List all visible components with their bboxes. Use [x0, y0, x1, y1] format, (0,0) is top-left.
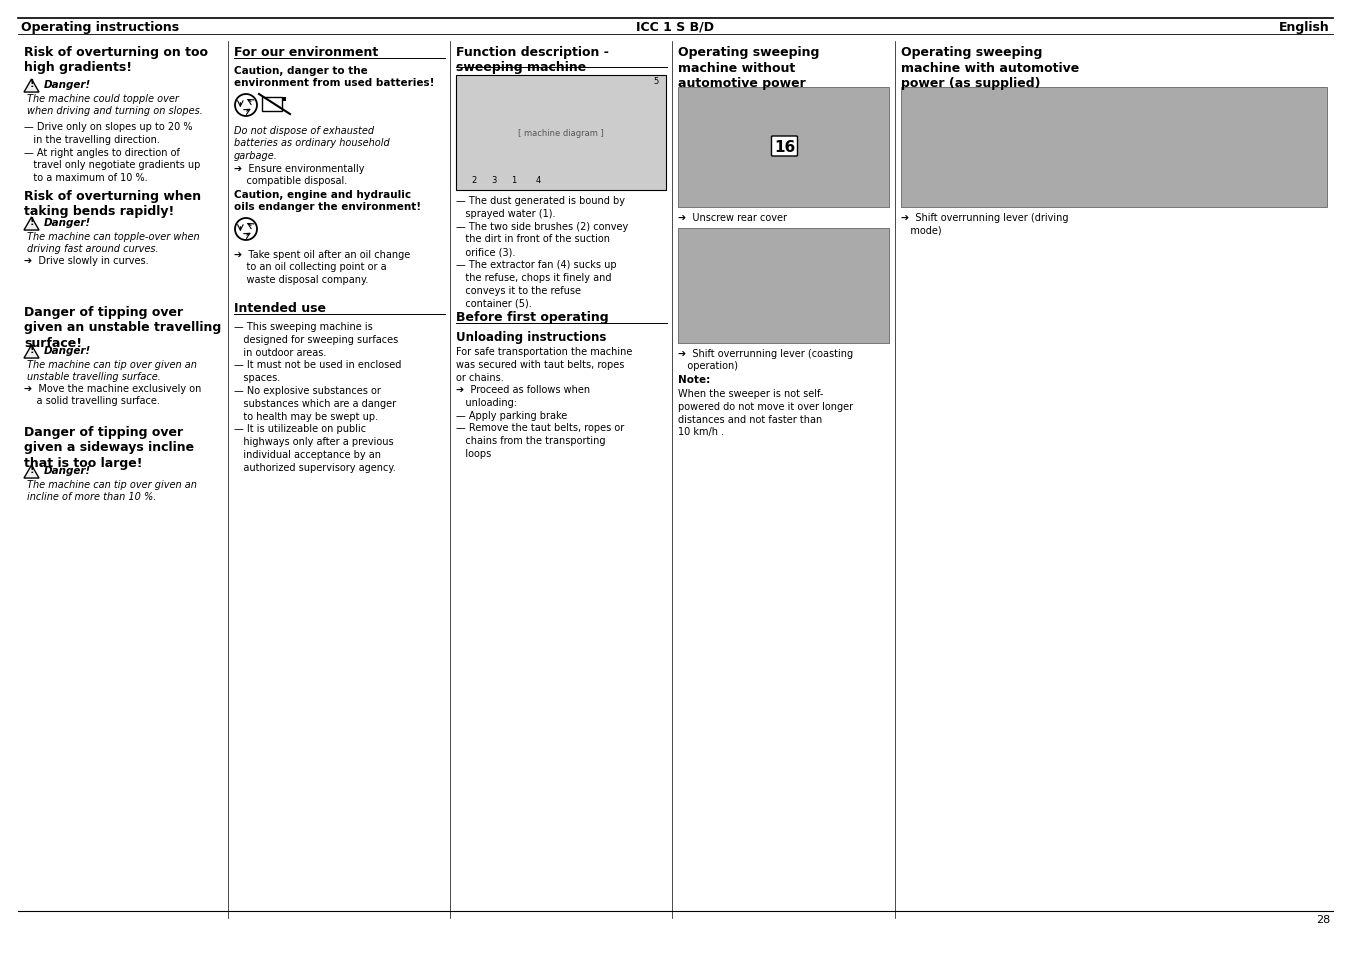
- Polygon shape: [24, 218, 39, 231]
- Text: ➔  Move the machine exclusively on
    a solid travelling surface.: ➔ Move the machine exclusively on a soli…: [24, 384, 201, 406]
- Text: ➔  Shift overrunning lever (coasting
   operation): ➔ Shift overrunning lever (coasting oper…: [678, 349, 852, 371]
- Bar: [457, 76, 666, 191]
- Text: — This sweeping machine is
   designed for sweeping surfaces
   in outdoor areas: — This sweeping machine is designed for …: [234, 322, 401, 473]
- Text: ➔  Shift overrunning lever (driving
   mode): ➔ Shift overrunning lever (driving mode): [901, 213, 1069, 235]
- Text: Risk of overturning when
taking bends rapidly!: Risk of overturning when taking bends ra…: [24, 190, 201, 218]
- Text: Operating sweeping
machine with automotive
power (as supplied): Operating sweeping machine with automoti…: [901, 46, 1079, 90]
- Text: 5: 5: [654, 77, 659, 86]
- Text: Danger!: Danger!: [45, 346, 92, 355]
- Text: Intended use: Intended use: [234, 302, 326, 314]
- Text: Danger of tipping over
given a sideways incline
that is too large!: Danger of tipping over given a sideways …: [24, 426, 195, 470]
- Text: 1: 1: [512, 175, 516, 185]
- Text: ➔  Drive slowly in curves.: ➔ Drive slowly in curves.: [24, 255, 149, 266]
- Text: !: !: [30, 464, 34, 475]
- Bar: [262, 98, 282, 112]
- Polygon shape: [24, 346, 39, 358]
- FancyBboxPatch shape: [771, 137, 797, 157]
- Text: — The dust generated is bound by
   sprayed water (1).
— The two side brushes (2: — The dust generated is bound by sprayed…: [457, 195, 628, 308]
- Text: Danger of tipping over
given an unstable travelling
surface!: Danger of tipping over given an unstable…: [24, 306, 222, 350]
- Bar: [678, 88, 889, 208]
- Text: 2: 2: [471, 175, 477, 185]
- Text: Caution, engine and hydraulic
oils endanger the environment!: Caution, engine and hydraulic oils endan…: [234, 190, 422, 213]
- Text: Function description -
sweeping machine: Function description - sweeping machine: [457, 46, 609, 74]
- Text: 28: 28: [1316, 914, 1329, 924]
- Text: ➔  Take spent oil after an oil change
    to an oil collecting point or a
    wa: ➔ Take spent oil after an oil change to …: [234, 250, 411, 285]
- Bar: [282, 98, 286, 102]
- Text: Danger!: Danger!: [45, 80, 92, 90]
- Text: The machine can topple-over when
driving fast around curves.: The machine can topple-over when driving…: [27, 232, 200, 254]
- Text: Unloading instructions: Unloading instructions: [457, 331, 607, 344]
- Text: ➔  Proceed as follows when
   unloading:
— Apply parking brake
— Remove the taut: ➔ Proceed as follows when unloading: — A…: [457, 385, 624, 458]
- Text: [ machine diagram ]: [ machine diagram ]: [519, 129, 604, 138]
- Text: !: !: [30, 344, 34, 355]
- Text: The machine can tip over given an
unstable travelling surface.: The machine can tip over given an unstab…: [27, 359, 197, 382]
- Text: 4: 4: [535, 175, 540, 185]
- Text: Operating instructions: Operating instructions: [22, 21, 180, 34]
- Text: 16: 16: [774, 139, 796, 154]
- Text: Danger!: Danger!: [45, 218, 92, 228]
- Text: ➔  Ensure environmentally
    compatible disposal.: ➔ Ensure environmentally compatible disp…: [234, 164, 365, 186]
- Text: When the sweeper is not self-
powered do not move it over longer
distances and n: When the sweeper is not self- powered do…: [678, 389, 852, 436]
- Text: Caution, danger to the
environment from used batteries!: Caution, danger to the environment from …: [234, 66, 435, 89]
- Text: Do not dispose of exhausted
batteries as ordinary household
garbage.: Do not dispose of exhausted batteries as…: [234, 126, 389, 161]
- Text: 3: 3: [492, 175, 497, 185]
- Text: English: English: [1279, 21, 1329, 34]
- Text: For safe transportation the machine
was secured with taut belts, ropes
or chains: For safe transportation the machine was …: [457, 347, 632, 382]
- Text: Note:: Note:: [678, 375, 711, 385]
- Text: ➔  Unscrew rear cover: ➔ Unscrew rear cover: [678, 213, 788, 223]
- Text: Before first operating: Before first operating: [457, 311, 608, 324]
- Text: !: !: [30, 79, 34, 89]
- Text: The machine can tip over given an
incline of more than 10 %.: The machine can tip over given an inclin…: [27, 479, 197, 502]
- Bar: [901, 88, 1327, 208]
- Text: — Drive only on slopes up to 20 %
   in the travelling direction.
— At right ang: — Drive only on slopes up to 20 % in the…: [24, 122, 200, 183]
- Text: Risk of overturning on too
high gradients!: Risk of overturning on too high gradient…: [24, 46, 208, 74]
- Text: !: !: [30, 216, 34, 227]
- Text: For our environment: For our environment: [234, 46, 378, 59]
- Polygon shape: [24, 465, 39, 478]
- Text: Danger!: Danger!: [45, 465, 92, 476]
- Bar: [678, 229, 889, 344]
- Text: Operating sweeping
machine without
automotive power: Operating sweeping machine without autom…: [678, 46, 819, 90]
- Text: ICC 1 S B/D: ICC 1 S B/D: [636, 21, 715, 34]
- Polygon shape: [24, 80, 39, 93]
- Text: The machine could topple over
when driving and turning on slopes.: The machine could topple over when drivi…: [27, 94, 203, 116]
